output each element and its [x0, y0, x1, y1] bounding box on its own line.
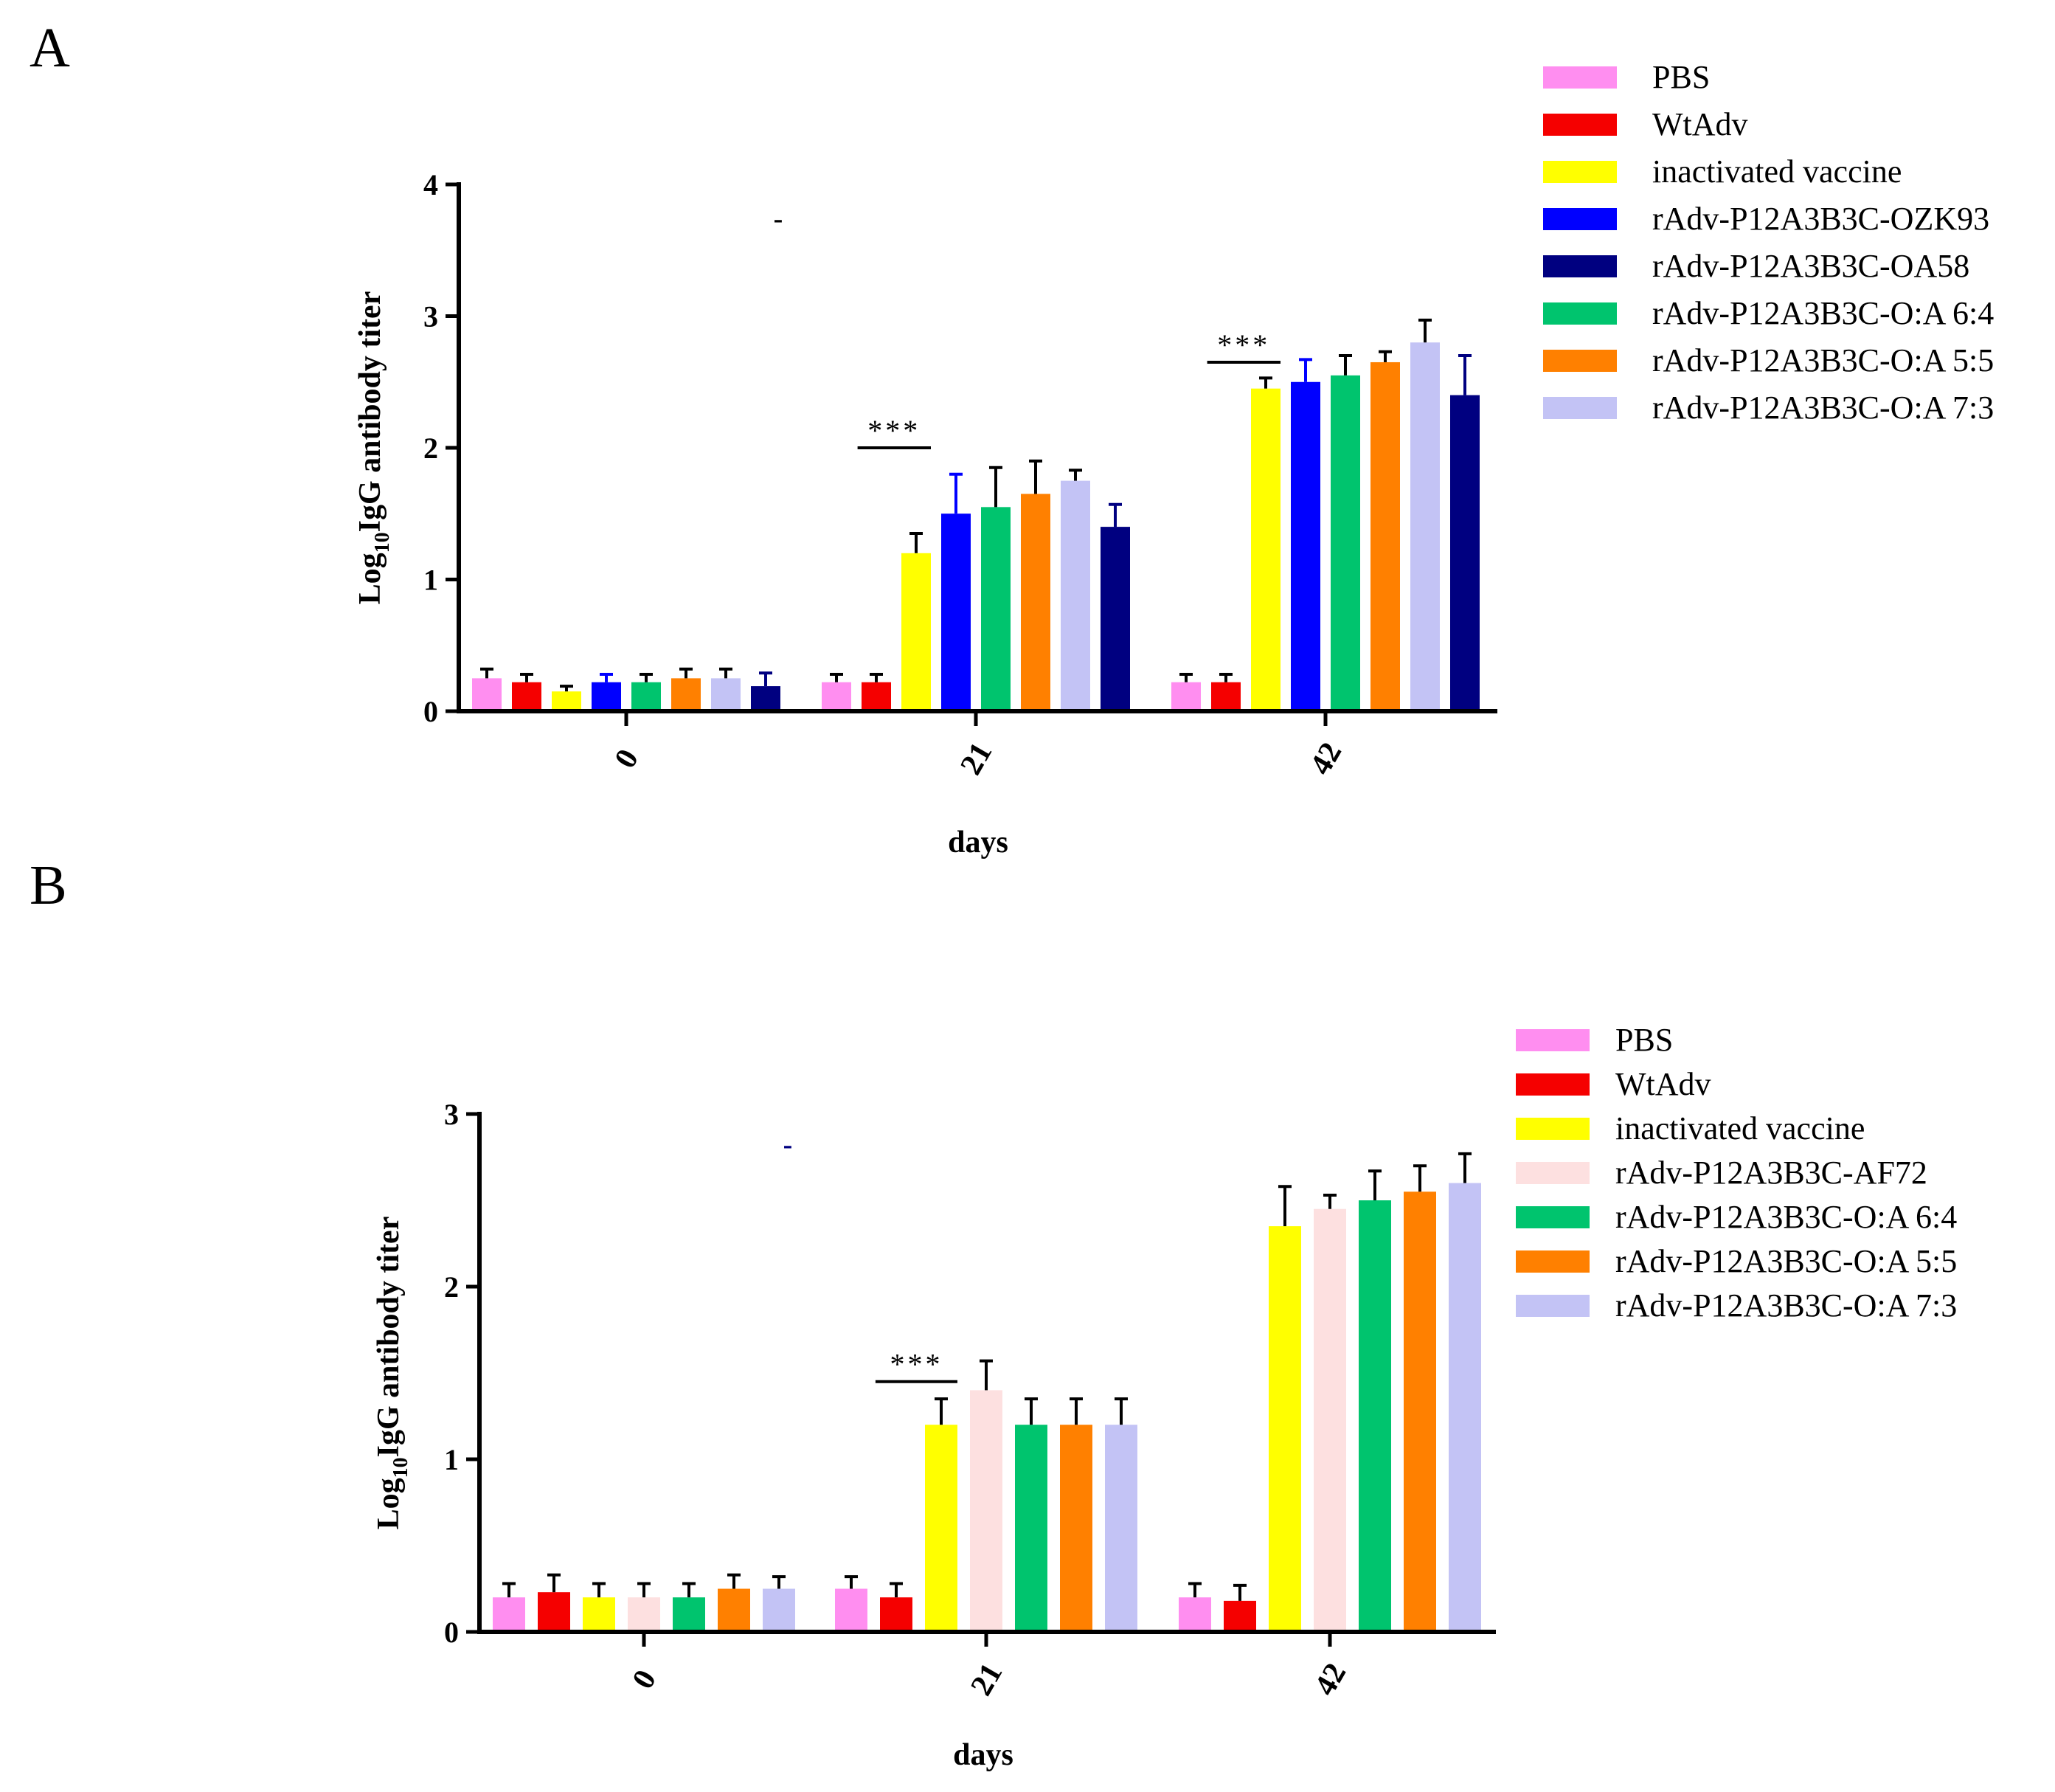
legend-swatch: [1516, 1206, 1590, 1228]
y-tick-label: 0: [444, 1616, 459, 1649]
legend-swatch: [1543, 114, 1617, 136]
bar: [472, 678, 502, 711]
bar: [1171, 682, 1201, 711]
panel-label: B: [30, 854, 67, 916]
legend-swatch: [1543, 161, 1617, 183]
legend-label: rAdv-P12A3B3C-AF72: [1615, 1155, 1927, 1191]
y-axis-title: Log10IgG antibody titer: [372, 1217, 412, 1530]
bar: [1224, 1600, 1256, 1632]
y-tick-label: 3: [423, 300, 438, 333]
legend-swatch: [1516, 1162, 1590, 1184]
legend-swatch: [1516, 1029, 1590, 1051]
bar: [822, 682, 851, 711]
bar: [970, 1390, 1002, 1632]
bar: [1331, 375, 1360, 711]
y-axis-title: Log10IgG antibody titer: [353, 291, 394, 605]
legend-swatch: [1543, 397, 1617, 419]
legend-swatch: [1543, 350, 1617, 372]
legend-swatch: [1543, 302, 1617, 325]
legend-swatch: [1516, 1073, 1590, 1096]
legend-label: rAdv-P12A3B3C-OA58: [1652, 248, 1969, 284]
bar: [673, 1597, 705, 1632]
bar: [751, 686, 780, 711]
legend-swatch: [1543, 255, 1617, 277]
bar: [1211, 682, 1241, 711]
significance-stars: ***: [867, 414, 921, 447]
legend-label: inactivated vaccine: [1615, 1110, 1865, 1146]
y-tick-label: 2: [423, 432, 438, 465]
bar: [1179, 1597, 1211, 1632]
bar: [631, 682, 661, 711]
bar: [628, 1597, 660, 1632]
bar: [1359, 1200, 1391, 1632]
bar: [1370, 361, 1400, 711]
legend-swatch: [1516, 1295, 1590, 1317]
bar: [1015, 1425, 1047, 1632]
bar: [925, 1425, 957, 1632]
bar: [1021, 494, 1050, 711]
legend-label: rAdv-P12A3B3C-O:A 6:4: [1615, 1199, 1957, 1235]
panel-label: A: [30, 17, 70, 79]
bar: [583, 1597, 615, 1632]
bar: [835, 1588, 867, 1632]
legend-swatch: [1543, 208, 1617, 230]
bar: [763, 1588, 795, 1632]
bar: [718, 1588, 750, 1632]
bar: [1269, 1226, 1301, 1632]
legend-label: WtAdv: [1615, 1066, 1711, 1102]
bar: [552, 691, 581, 711]
legend-swatch: [1543, 66, 1617, 89]
bar: [1404, 1191, 1436, 1632]
bar: [711, 678, 741, 711]
bar: [538, 1592, 570, 1632]
bar: [981, 507, 1011, 711]
bar: [493, 1597, 525, 1632]
y-tick-label: 1: [444, 1443, 459, 1476]
bar: [1251, 388, 1281, 711]
bar: [1291, 381, 1320, 711]
significance-stars: ***: [890, 1348, 943, 1381]
legend-label: rAdv-P12A3B3C-O:A 5:5: [1652, 342, 1994, 378]
legend-label: rAdv-P12A3B3C-OZK93: [1652, 201, 1989, 237]
bar: [880, 1597, 912, 1632]
legend-label: rAdv-P12A3B3C-O:A 7:3: [1652, 390, 1994, 426]
legend-label: rAdv-P12A3B3C-O:A 7:3: [1615, 1287, 1957, 1324]
significance-stars: ***: [1217, 328, 1270, 361]
bar: [1314, 1208, 1346, 1632]
y-tick-label: 2: [444, 1270, 459, 1304]
bar: [592, 682, 621, 711]
legend-label: PBS: [1652, 59, 1710, 95]
y-tick-label: 4: [423, 168, 438, 201]
bar: [941, 513, 971, 711]
bar: [901, 553, 931, 711]
legend-label: PBS: [1615, 1022, 1673, 1058]
stray-mark: -: [783, 1129, 793, 1160]
bar: [1449, 1183, 1481, 1632]
bar: [1450, 395, 1480, 711]
bar: [671, 678, 701, 711]
y-tick-label: 1: [423, 564, 438, 597]
legend-label: inactivated vaccine: [1652, 153, 1902, 190]
bar: [512, 682, 541, 711]
legend-swatch: [1516, 1250, 1590, 1273]
bar: [1101, 527, 1130, 711]
bar: [1061, 480, 1090, 711]
y-tick-label: 3: [444, 1098, 459, 1131]
stray-mark: -: [774, 204, 783, 235]
bar: [1105, 1425, 1137, 1632]
legend-label: WtAdv: [1652, 106, 1748, 142]
x-axis-title: days: [948, 826, 1008, 859]
y-tick-label: 0: [423, 695, 438, 728]
legend-swatch: [1516, 1118, 1590, 1140]
bar: [1060, 1425, 1092, 1632]
legend-label: rAdv-P12A3B3C-O:A 5:5: [1615, 1243, 1957, 1279]
legend-label: rAdv-P12A3B3C-O:A 6:4: [1652, 295, 1994, 331]
bar: [1410, 342, 1440, 711]
bar: [862, 682, 891, 711]
x-axis-title: days: [953, 1738, 1013, 1772]
